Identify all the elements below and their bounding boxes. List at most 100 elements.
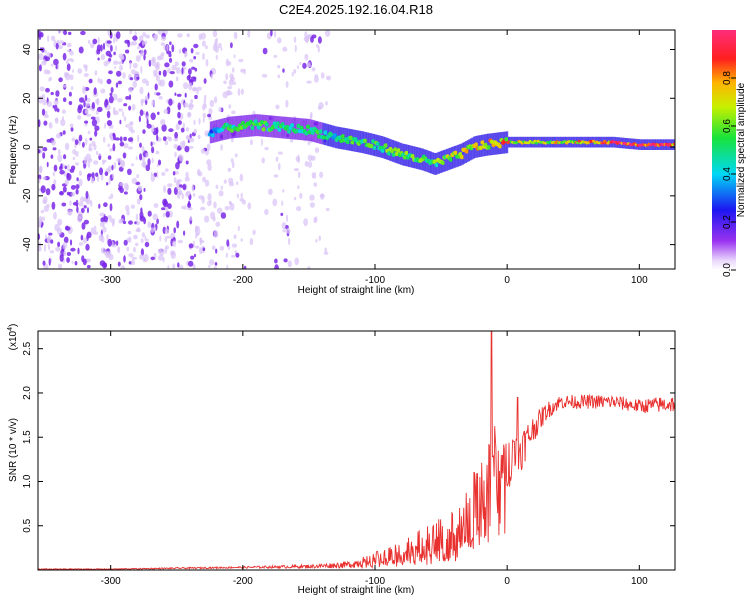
noise-speckle	[199, 237, 202, 246]
noise-speckle	[61, 202, 67, 207]
noise-speckle	[141, 40, 145, 46]
noise-speckle	[109, 203, 113, 212]
noise-speckle	[177, 33, 183, 38]
noise-speckle	[39, 165, 43, 173]
noise-speckle	[229, 202, 235, 211]
signal-point	[305, 124, 311, 129]
noise-speckle	[128, 220, 133, 225]
noise-speckle	[119, 119, 122, 125]
signal-point	[318, 129, 323, 134]
noise-speckle	[47, 236, 50, 244]
noise-speckle	[153, 203, 159, 208]
noise-speckle	[296, 206, 302, 212]
noise-speckle	[43, 69, 50, 75]
noise-speckle	[58, 263, 63, 269]
noise-speckle	[231, 67, 235, 73]
noise-speckle	[273, 54, 278, 58]
noise-speckle	[147, 221, 152, 228]
noise-speckle	[186, 190, 191, 196]
noise-speckle	[128, 105, 132, 111]
noise-speckle	[175, 123, 180, 131]
noise-speckle	[115, 45, 118, 51]
noise-speckle	[195, 51, 200, 55]
noise-speckle	[189, 137, 195, 143]
noise-speckle	[115, 240, 119, 246]
noise-speckle	[156, 171, 159, 179]
noise-speckle	[136, 174, 140, 179]
noise-speckle	[100, 235, 105, 243]
signal-halo	[341, 127, 344, 150]
noise-speckle	[135, 156, 138, 161]
noise-speckle	[106, 233, 109, 242]
signal-point	[486, 145, 492, 150]
noise-speckle	[264, 208, 269, 216]
noise-speckle	[190, 99, 194, 104]
signal-point	[453, 150, 458, 155]
noise-speckle	[188, 68, 192, 75]
noise-speckle	[152, 34, 158, 39]
signal-halo	[490, 133, 493, 156]
noise-speckle	[185, 171, 189, 179]
noise-speckle	[143, 49, 147, 55]
noise-speckle	[38, 246, 42, 252]
noise-speckle	[177, 262, 180, 268]
signal-point	[404, 150, 409, 156]
noise-speckle	[166, 136, 171, 140]
signal-point	[310, 130, 316, 135]
noise-speckle	[161, 172, 166, 176]
noise-speckle	[243, 265, 247, 269]
noise-speckle	[74, 261, 78, 266]
x-tick-label: 100	[631, 576, 648, 587]
y-tick-label: 1.5	[22, 430, 33, 444]
noise-speckle	[107, 143, 111, 148]
noise-speckle	[208, 264, 211, 269]
signal-halo	[374, 134, 377, 157]
noise-speckle	[125, 49, 130, 54]
noise-speckle	[249, 139, 253, 146]
noise-speckle	[200, 32, 206, 40]
noise-speckle	[198, 195, 204, 200]
noise-speckle	[76, 205, 79, 214]
noise-speckle	[181, 205, 185, 210]
signal-point	[383, 143, 388, 148]
noise-speckle	[164, 228, 170, 235]
noise-speckle	[314, 76, 319, 83]
noise-speckle	[134, 31, 137, 37]
noise-speckle	[90, 42, 95, 49]
noise-speckle	[110, 124, 114, 129]
colorbar-tick-label: 0.6	[722, 119, 733, 133]
noise-speckle	[93, 225, 97, 233]
noise-speckle	[52, 147, 57, 151]
noise-speckle	[161, 124, 167, 132]
noise-speckle	[75, 188, 79, 195]
noise-speckle	[157, 159, 162, 166]
noise-speckle	[141, 161, 147, 168]
noise-speckle	[172, 171, 176, 176]
noise-speckle	[227, 167, 232, 172]
noise-speckle	[114, 66, 117, 70]
noise-speckle	[57, 218, 63, 226]
signal-halo	[263, 114, 266, 137]
noise-speckle	[202, 117, 205, 123]
noise-speckle	[177, 179, 182, 183]
noise-speckle	[102, 226, 107, 233]
noise-speckle	[252, 229, 256, 235]
noise-speckle	[142, 257, 147, 263]
noise-speckle	[47, 35, 50, 43]
signal-point	[264, 122, 270, 127]
noise-speckle	[97, 77, 100, 84]
noise-speckle	[71, 192, 75, 197]
signal-point	[363, 138, 368, 143]
noise-speckle	[91, 172, 95, 179]
noise-speckle	[177, 120, 182, 125]
noise-speckle	[304, 160, 309, 167]
noise-speckle	[177, 102, 182, 111]
noise-speckle	[85, 107, 89, 115]
signal-point	[345, 139, 350, 145]
noise-speckle	[229, 73, 234, 80]
noise-speckle	[247, 30, 251, 38]
snr-marks	[38, 331, 675, 570]
noise-speckle	[154, 83, 158, 91]
noise-speckle	[57, 44, 63, 50]
